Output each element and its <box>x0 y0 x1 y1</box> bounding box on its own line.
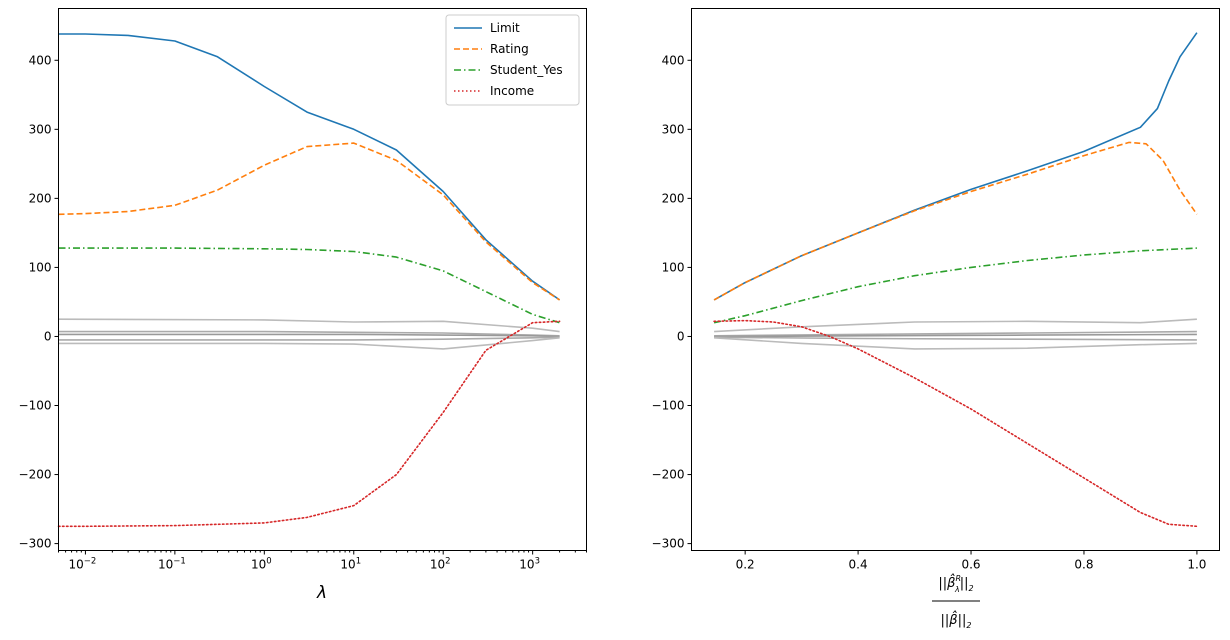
right-x-tick-label: 0.4 <box>849 558 868 572</box>
right-y-tick-label: −200 <box>652 468 685 482</box>
right-x-tick-label: 0.2 <box>736 558 755 572</box>
x-label-numerator: ||β̂R λ||2 <box>938 574 973 594</box>
left-y-tick-label: 300 <box>29 122 52 136</box>
left-y-tick-label: 0 <box>44 329 52 343</box>
left-series-line-gray-8 <box>58 337 560 350</box>
right-coefficient-path-chart: 400 300 200 100 0 −100 −200 −300 0.2 0.4 0.6 0.8 1.0… <box>652 8 1220 630</box>
left-series-line-income <box>57 320 561 528</box>
left-y-tick-label: 400 <box>29 53 52 67</box>
left-x-tick-label: 10−2 <box>69 557 97 572</box>
left-plot-frame <box>58 8 587 551</box>
right-x-axis-label: ||β̂R λ||2 ||β̂||2 <box>932 574 980 630</box>
right-x-tick-label: 1.0 <box>1187 558 1206 572</box>
left-x-tick-label: 100 <box>251 557 272 572</box>
legend-label-student-yes: Student_Yes <box>490 63 563 77</box>
left-series-line-limit <box>58 33 561 301</box>
left-series-line-student-yes <box>58 247 560 324</box>
right-series-line-gray-6 <box>714 333 1197 338</box>
legend-label-income: Income <box>490 84 534 98</box>
right-y-tick-label: −300 <box>652 537 685 551</box>
left-coefficient-path-chart: 400 300 200 100 0 −100 −200 −300 10−2 10−1 100 101 1… <box>19 8 587 603</box>
right-series-line-income <box>713 319 1198 528</box>
right-axis-ticks: 400 300 200 100 0 −100 −200 −300 0.2 0.4 0.6 0.8 1.0 <box>652 53 1207 571</box>
right-series-line-student-yes <box>713 247 1197 324</box>
left-x-tick-label: 101 <box>340 557 361 572</box>
left-y-tick-label: −100 <box>19 399 52 413</box>
left-series-line-gray-6 <box>58 333 560 338</box>
right-series-line-limit <box>713 32 1198 301</box>
right-series-line-gray-5 <box>714 330 1197 337</box>
left-x-tick-label: 103 <box>519 557 540 572</box>
left-x-axis-label: λ <box>316 583 327 603</box>
left-y-tick-label: 100 <box>29 260 52 274</box>
legend-label-limit: Limit <box>490 21 520 35</box>
left-axis-ticks: 400 300 200 100 0 −100 −200 −300 10−2 10−1 100 101 1… <box>19 53 587 572</box>
left-series-line-gray-7 <box>58 336 560 341</box>
right-plot-frame <box>691 8 1220 551</box>
right-x-tick-label: 0.6 <box>961 558 980 572</box>
left-x-tick-label: 102 <box>430 557 451 572</box>
left-legend: Limit Rating Student_Yes Income <box>445 14 580 106</box>
left-y-tick-label: −300 <box>19 537 52 551</box>
right-y-tick-label: 200 <box>662 191 685 205</box>
x-label-denominator: ||β̂||2 <box>941 611 972 630</box>
left-y-tick-label: −200 <box>19 468 52 482</box>
right-x-tick-label: 0.8 <box>1074 558 1093 572</box>
right-series-line-rating <box>713 141 1198 301</box>
right-series-line-gray-8 <box>714 337 1197 350</box>
legend-label-rating: Rating <box>490 42 529 56</box>
right-y-tick-label: −100 <box>652 399 685 413</box>
x-label-numerator-sup: R <box>955 574 961 583</box>
right-y-tick-label: 0 <box>677 329 685 343</box>
left-series-line-rating <box>58 142 561 301</box>
right-series-lines <box>713 32 1198 528</box>
legend-frame <box>445 14 580 106</box>
left-series-lines <box>57 33 561 528</box>
left-y-tick-label: 200 <box>29 191 52 205</box>
right-y-tick-label: 400 <box>662 53 685 67</box>
right-series-line-gray-4 <box>714 318 1197 333</box>
right-series-line-gray-7 <box>714 336 1197 341</box>
left-x-tick-label: 10−1 <box>158 557 186 572</box>
x-label-numerator-sub: λ <box>954 585 960 594</box>
right-y-tick-label: 100 <box>662 260 685 274</box>
left-series-line-gray-4 <box>58 318 560 333</box>
right-y-tick-label: 300 <box>662 122 685 136</box>
